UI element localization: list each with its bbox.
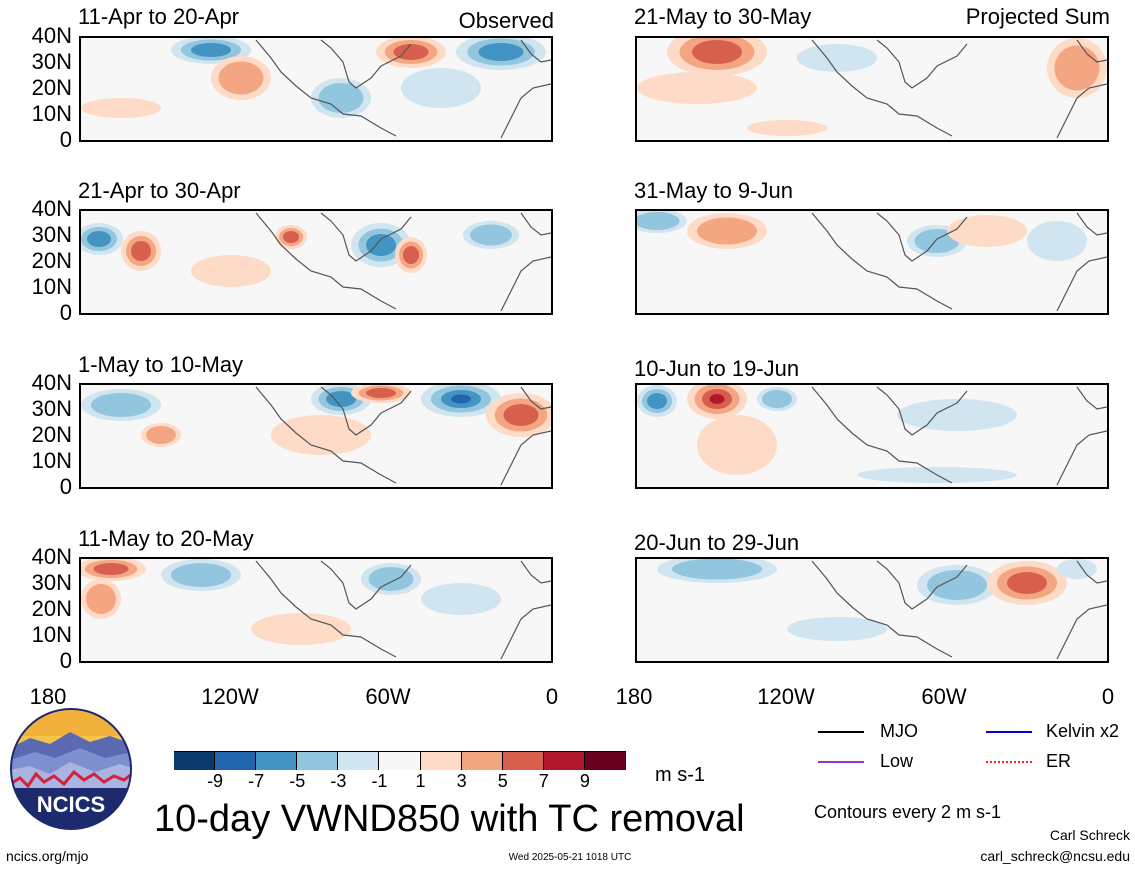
map-panel-8 — [635, 557, 1109, 663]
legend-line-kelvin — [986, 731, 1032, 733]
lat-tick-10n-row4: 10N — [31, 622, 72, 647]
lon-tick-120w-left: 120W — [201, 684, 259, 709]
panel-title-4: 11-May to 20-May — [78, 526, 254, 551]
map-panel-1 — [79, 36, 553, 142]
lon-tick-180-right: 180 — [615, 684, 653, 709]
legend-label-low: Low — [880, 751, 914, 771]
panel-title-2: 21-Apr to 30-Apr — [78, 178, 241, 203]
logo-text: NCICS — [37, 792, 105, 817]
colorbar-label: -3 — [330, 771, 347, 791]
panel-title-1: 11-Apr to 20-Apr — [78, 4, 240, 29]
panel-title-5: 21-May to 30-May — [634, 4, 812, 29]
colorbar-swatch — [420, 752, 462, 770]
lat-tick-0-row3: 0 — [59, 474, 72, 499]
lat-tick-40n-row4: 40N — [31, 544, 72, 569]
legend-label-kelvin: Kelvin x2 — [1046, 721, 1120, 741]
colorbar-swatch — [215, 752, 257, 770]
lat-tick-20n-row2: 20N — [31, 248, 72, 273]
lat-tick-20n-row4: 20N — [31, 596, 72, 621]
map-panel-6 — [635, 209, 1109, 315]
lat-tick-0-row1: 0 — [59, 127, 72, 152]
colorbar-label: 9 — [579, 771, 590, 791]
lon-tick-60w-right: 60W — [921, 684, 967, 709]
colorbar-swatch — [461, 752, 503, 770]
colorbar-units: m s-1 — [655, 764, 705, 786]
author-email: carl_schreck@ncsu.edu — [980, 848, 1130, 864]
lon-tick-0-right: 0 — [1101, 684, 1115, 709]
panel-title-3: 1-May to 10-May — [78, 352, 244, 377]
colorbar-label: 1 — [415, 771, 426, 791]
lon-tick-180-left: 180 — [29, 684, 67, 709]
colorbar-label: -9 — [207, 771, 224, 791]
lat-tick-0-row4: 0 — [59, 648, 72, 673]
ncics-logo: NCICS — [10, 708, 132, 830]
map-panel-2 — [79, 209, 553, 315]
map-panel-4 — [79, 557, 553, 663]
colorbar-label: -7 — [248, 771, 265, 791]
colorbar-swatch — [584, 752, 626, 770]
colorbar-swatch — [256, 752, 298, 770]
colorbar-swatch — [379, 752, 421, 770]
colorbar — [174, 751, 626, 770]
main-title: 10-day VWND850 with TC removal — [154, 798, 745, 840]
legend-line-mjo — [818, 731, 864, 733]
contour-note: Contours every 2 m s-1 — [814, 802, 1002, 822]
lat-tick-10n-row3: 10N — [31, 448, 72, 473]
colorbar-swatch — [297, 752, 339, 770]
timestamp: Wed 2025-05-21 1018 UTC — [508, 852, 632, 863]
map-panel-7 — [635, 383, 1109, 489]
lon-tick-0-left: 0 — [545, 684, 559, 709]
lat-tick-30n-row4: 30N — [31, 570, 72, 595]
panel-title-7: 10-Jun to 19-Jun — [634, 356, 800, 381]
colorbar-swatch — [174, 752, 216, 770]
colorbar-label: -1 — [371, 771, 388, 791]
map-panel-3 — [79, 383, 553, 489]
lat-tick-30n-row3: 30N — [31, 396, 72, 421]
colorbar-label: 3 — [456, 771, 467, 791]
colorbar-label: 7 — [538, 771, 549, 791]
lon-tick-60w-left: 60W — [365, 684, 411, 709]
panel-label-observed: Observed — [458, 8, 554, 33]
lat-tick-20n-row3: 20N — [31, 422, 72, 447]
colorbar-label: -5 — [289, 771, 306, 791]
lat-tick-40n-row3: 40N — [31, 370, 72, 395]
author-name: Carl Schreck — [1049, 827, 1130, 843]
lat-tick-40n-row2: 40N — [31, 196, 72, 221]
website-link[interactable]: ncics.org/mjo — [6, 848, 89, 864]
lat-tick-10n-row1: 10N — [31, 101, 72, 126]
lat-tick-10n-row2: 10N — [31, 274, 72, 299]
legend-line-er — [986, 761, 1032, 763]
colorbar-swatch — [338, 752, 380, 770]
panel-label-projected: Projected Sum — [965, 4, 1110, 29]
legend-label-er: ER — [1046, 751, 1072, 771]
lon-tick-120w-right: 120W — [757, 684, 815, 709]
lat-tick-0-row2: 0 — [59, 300, 72, 325]
legend-line-low — [818, 761, 864, 763]
map-panel-5 — [635, 36, 1109, 142]
panel-title-8: 20-Jun to 29-Jun — [634, 530, 800, 555]
colorbar-swatch — [502, 752, 544, 770]
lat-tick-30n-row2: 30N — [31, 222, 72, 247]
lat-tick-30n-row1: 30N — [31, 49, 72, 74]
colorbar-label: 5 — [497, 771, 508, 791]
colorbar-swatch — [543, 752, 585, 770]
lat-tick-20n-row1: 20N — [31, 75, 72, 100]
panel-title-6: 31-May to 9-Jun — [634, 178, 793, 203]
lat-tick-40n-row1: 40N — [31, 23, 72, 48]
legend-label-mjo: MJO — [880, 721, 918, 741]
